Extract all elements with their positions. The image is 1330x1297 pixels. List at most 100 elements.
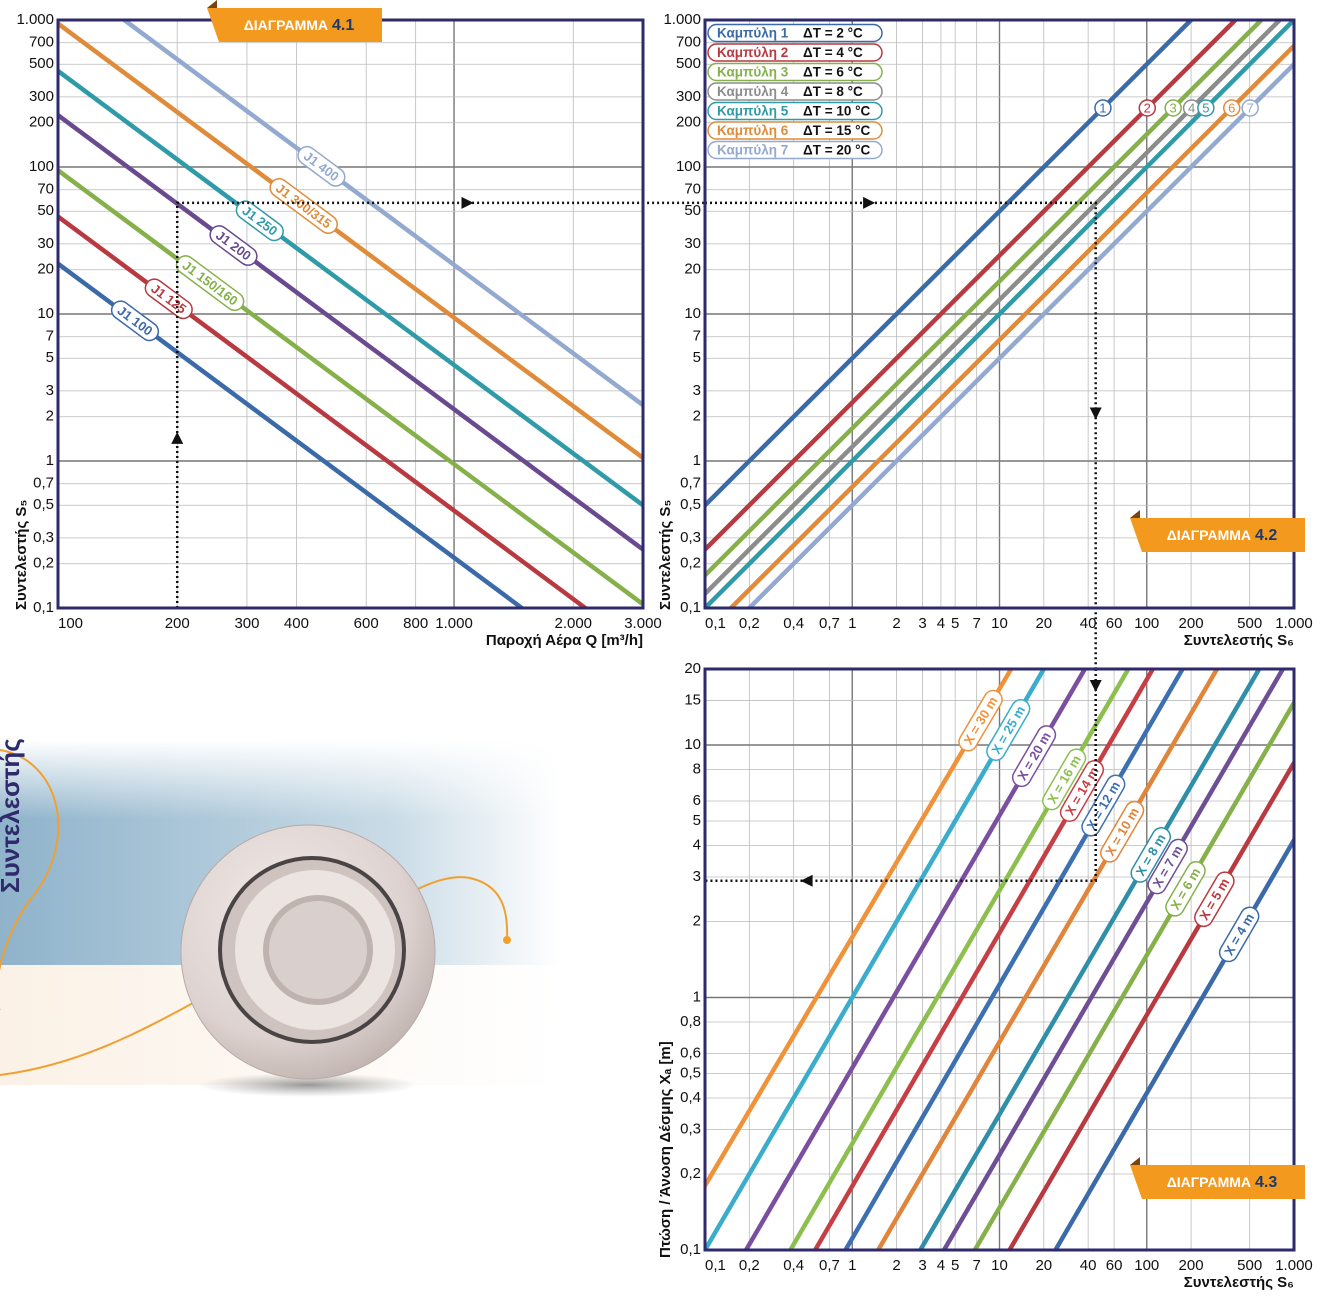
y-tick-label: 3 — [46, 382, 54, 399]
curve-marker-label: 2 — [1144, 100, 1151, 115]
y-tick-label: 0,3 — [680, 529, 701, 546]
x-axis-label: Συντελεστής S₆ — [1184, 632, 1294, 649]
y-tick-label: 0,1 — [33, 599, 54, 616]
x-tick-label: 600 — [354, 615, 379, 632]
badge-number: 4.3 — [1255, 1174, 1277, 1191]
x-tick-label: 7 — [973, 1257, 981, 1274]
y-tick-label: 0,1 — [680, 1241, 701, 1258]
y-tick-label: 1 — [693, 452, 701, 469]
y-tick-label: 10 — [684, 305, 701, 322]
y-tick-label: 1 — [693, 988, 701, 1005]
y-axis-label: Συντελεστής S₅ — [13, 500, 30, 610]
y-tick-label: 7 — [46, 328, 54, 345]
legend-condition: ΔT = 6 °C — [803, 65, 863, 80]
y-tick-label: 70 — [684, 181, 701, 198]
y-tick-label: 300 — [29, 88, 54, 105]
y-tick-label: 300 — [676, 88, 701, 105]
legend-condition: ΔT = 4 °C — [803, 45, 863, 60]
badge-label: ΔΙΑΓΡΑΜΜΑ — [1167, 527, 1251, 543]
x-tick-label: 2.000 — [554, 615, 592, 632]
x-tick-label: 7 — [973, 615, 981, 632]
x-tick-label: 500 — [1237, 615, 1262, 632]
y-tick-label: 0,5 — [33, 496, 54, 513]
curve-marker-label: 1 — [1099, 100, 1106, 115]
y-tick-label: 0,2 — [33, 555, 54, 572]
y-tick-label: 200 — [29, 114, 54, 131]
x-tick-label: 2 — [892, 1257, 900, 1274]
x-tick-label: 1.000 — [435, 615, 473, 632]
x-tick-label: 5 — [951, 615, 959, 632]
x-tick-label: 2 — [892, 615, 900, 632]
x-tick-label: 1.000 — [1275, 615, 1313, 632]
page: Συντελεστής 1002003004006008001.0002.000… — [0, 0, 1330, 1297]
x-tick-label: 10 — [991, 1257, 1008, 1274]
y-tick-label: 700 — [676, 34, 701, 51]
x-tick-label: 40 — [1080, 1257, 1097, 1274]
x-tick-label: 200 — [1179, 1257, 1204, 1274]
y-tick-label: 1.000 — [16, 11, 54, 28]
x-tick-label: 0,2 — [739, 615, 760, 632]
x-tick-label: 200 — [165, 615, 190, 632]
y-axis-label: Συντελεστής S₅ — [657, 500, 674, 610]
y-tick-label: 700 — [29, 34, 54, 51]
x-tick-label: 500 — [1237, 1257, 1262, 1274]
curve-marker-label: 5 — [1202, 100, 1209, 115]
legend-condition: ΔT = 8 °C — [803, 84, 863, 99]
legend-condition: ΔT = 15 °C — [803, 123, 871, 138]
legend-name: Καμπύλη 6 — [717, 123, 789, 138]
x-tick-label: 100 — [1134, 615, 1159, 632]
y-tick-label: 4 — [693, 836, 701, 853]
badge-number: 4.2 — [1255, 527, 1277, 544]
badge: ΔΙΑΓΡΑΜΜΑ4.1 — [207, 0, 382, 42]
x-tick-label: 0,1 — [705, 1257, 726, 1274]
y-tick-label: 50 — [684, 202, 701, 219]
y-tick-label: 100 — [676, 158, 701, 175]
y-tick-label: 0,2 — [680, 555, 701, 572]
x-tick-label: 200 — [1179, 615, 1204, 632]
x-tick-label: 5 — [951, 1257, 959, 1274]
x-tick-label: 100 — [1134, 1257, 1159, 1274]
legend-condition: ΔT = 10 °C — [803, 104, 871, 119]
y-tick-label: 2 — [693, 912, 701, 929]
y-tick-label: 8 — [693, 760, 701, 777]
badge-text: ΔΙΑΓΡΑΜΜΑ4.3 — [1167, 1174, 1278, 1192]
x-tick-label: 0,1 — [705, 615, 726, 632]
x-tick-label: 10 — [991, 615, 1008, 632]
y-tick-label: 0,8 — [680, 1013, 701, 1030]
x-axis-label: Παροχή Αέρα Q [m³/h] — [486, 632, 643, 649]
x-tick-label: 4 — [937, 1257, 945, 1274]
x-tick-label: 0,2 — [739, 1257, 760, 1274]
badge-label: ΔΙΑΓΡΑΜΜΑ — [1167, 1174, 1251, 1190]
y-tick-label: 5 — [693, 349, 701, 366]
legend-name: Καμπύλη 7 — [717, 143, 788, 158]
x-tick-label: 300 — [234, 615, 259, 632]
legend-name: Καμπύλη 5 — [717, 104, 789, 119]
badge-number: 4.1 — [332, 17, 354, 34]
y-tick-label: 0,2 — [680, 1165, 701, 1182]
legend-name: Καμπύλη 3 — [717, 65, 789, 80]
y-tick-label: 20 — [684, 660, 701, 677]
x-tick-label: 60 — [1106, 615, 1123, 632]
side-label: Συντελεστής — [0, 738, 25, 893]
x-tick-label: 20 — [1035, 1257, 1052, 1274]
y-tick-label: 1.000 — [663, 11, 701, 28]
x-tick-label: 1.000 — [1275, 1257, 1313, 1274]
y-tick-label: 5 — [46, 349, 54, 366]
x-tick-label: 3.000 — [624, 615, 662, 632]
legend-condition: ΔT = 2 °C — [803, 26, 863, 41]
y-tick-label: 1 — [46, 452, 54, 469]
x-tick-label: 400 — [284, 615, 309, 632]
x-tick-label: 3 — [918, 615, 926, 632]
y-tick-label: 0,5 — [680, 1064, 701, 1081]
y-tick-label: 10 — [684, 736, 701, 753]
y-tick-label: 2 — [693, 408, 701, 425]
y-tick-label: 30 — [37, 235, 54, 252]
y-tick-label: 70 — [37, 181, 54, 198]
y-tick-label: 0,1 — [680, 599, 701, 616]
y-tick-label: 20 — [684, 261, 701, 278]
y-tick-label: 20 — [37, 261, 54, 278]
badge-label: ΔΙΑΓΡΑΜΜΑ — [244, 17, 328, 33]
x-tick-label: 1 — [848, 1257, 856, 1274]
